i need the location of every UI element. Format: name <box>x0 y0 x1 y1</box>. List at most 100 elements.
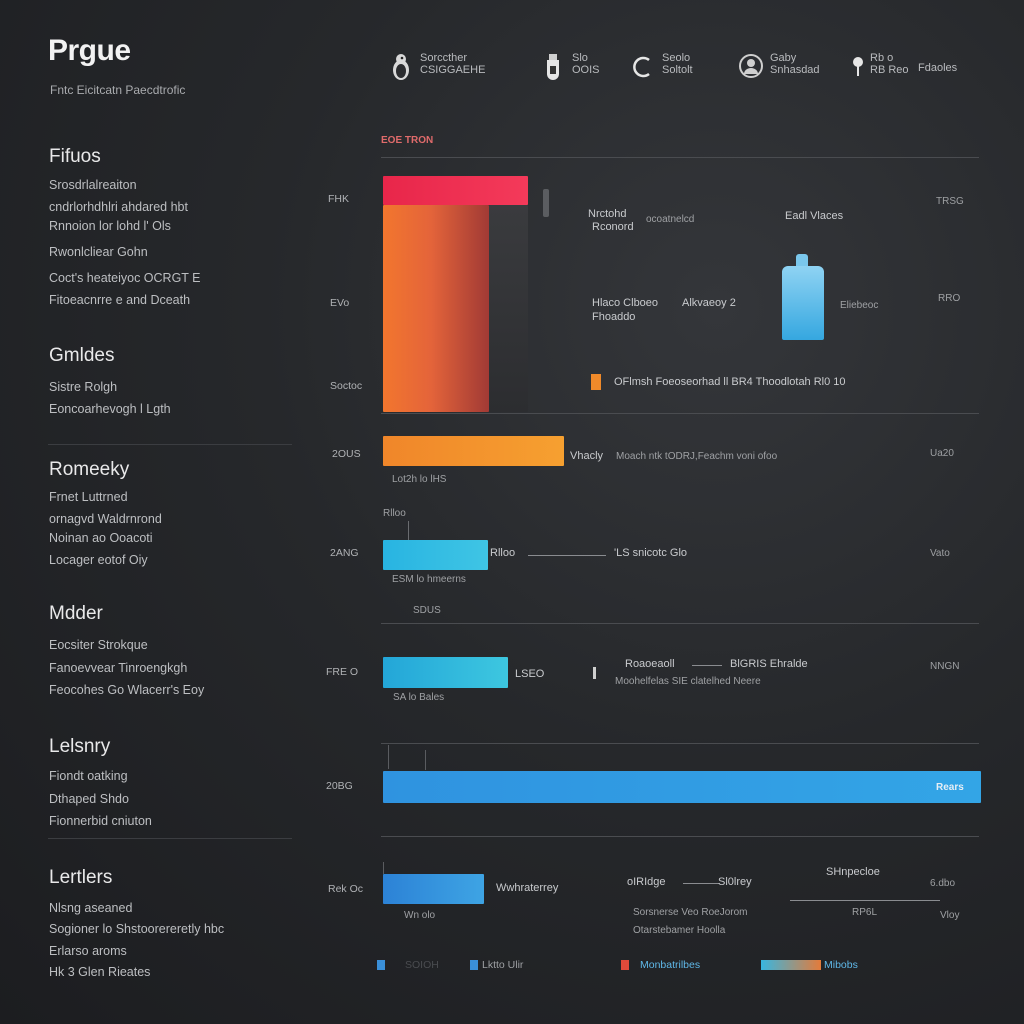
header-item-4[interactable]: Rb o RB Reo <box>850 52 909 92</box>
sidebar-item[interactable]: Sogioner lo Shstoorereretly hbc <box>49 922 225 936</box>
header-item-2[interactable]: Seolo Soltolt <box>630 52 693 92</box>
sidebar-item[interactable]: Feocohes Go Wlacerr's Eoy <box>49 683 205 697</box>
bottle-shape <box>782 266 824 340</box>
sidebar-section-heading[interactable]: Lelsnry <box>49 736 111 757</box>
bar-3[interactable] <box>383 540 488 570</box>
tick-line <box>383 862 384 874</box>
pin-icon <box>850 52 866 82</box>
y-tick-label: 2OUS <box>332 448 361 460</box>
sidebar-divider <box>48 444 292 445</box>
annotation: RP6L <box>852 907 878 918</box>
annotation: Otarstebamer Hoolla <box>633 925 726 936</box>
annotation: Wn olo <box>404 910 436 921</box>
sidebar-item[interactable]: Erlarso aroms <box>49 944 127 958</box>
y-tick-label: 2ANG <box>330 547 359 559</box>
sidebar-section-heading[interactable]: Mdder <box>49 603 103 624</box>
legend-label: Lktto Ulir <box>482 959 524 971</box>
sidebar-item[interactable]: Frnet Luttrned <box>49 490 128 504</box>
sidebar-item[interactable]: Noinan ao Ooacoti <box>49 531 153 545</box>
legend-swatch <box>621 960 629 970</box>
right-value: 6.dbo <box>930 878 956 889</box>
sidebar-item[interactable]: Nlsng aseaned <box>49 901 133 915</box>
annotation: Lot2h lo lHS <box>392 474 447 485</box>
tick-line <box>408 521 409 541</box>
bar-segment-main[interactable] <box>383 205 489 412</box>
bar-6[interactable] <box>383 874 484 904</box>
sidebar-item[interactable]: Fanoevvear Tinroengkgh <box>49 661 188 675</box>
annotation: OFlmsh Foeoseorhad ll BR4 Thoodlotah Rl0… <box>614 376 846 388</box>
right-value: Vato <box>930 548 950 559</box>
app-title: Prgue <box>48 34 131 67</box>
sidebar-section-heading[interactable]: Lertlers <box>49 867 113 888</box>
annotation: Moohelfelas SIE clatelhed Neere <box>615 676 761 687</box>
header-item-1[interactable]: Slo OOIS <box>540 52 600 92</box>
annotation: Vloy <box>940 910 960 921</box>
annotation: SHnpecloe <box>826 866 880 878</box>
sidebar-item[interactable]: Fionnerbid cniuton <box>49 814 152 828</box>
user-icon <box>738 52 764 82</box>
penguin-icon <box>388 52 414 82</box>
bar-2[interactable] <box>383 436 564 466</box>
annotation: SDUS <box>413 605 441 616</box>
sidebar-item[interactable]: Hk 3 Glen Rieates <box>49 965 151 979</box>
sidebar-item[interactable]: Dthaped Shdo <box>49 792 129 806</box>
marker-small <box>593 667 596 679</box>
sidebar-item[interactable]: Srosdrlalreaiton <box>49 178 137 192</box>
legend-swatch <box>377 960 385 970</box>
annotation: Nrctohd <box>588 208 627 220</box>
legend-marker-orange <box>591 374 601 390</box>
y-tick-label: 20BG <box>326 780 353 792</box>
legend-swatch <box>470 960 478 970</box>
annotation: ESM lo hmeerns <box>392 574 466 585</box>
sidebar-item[interactable]: Eocsiter Strokque <box>49 638 148 652</box>
grid-line <box>381 157 979 158</box>
bottle-cap-shape <box>796 254 808 268</box>
header-item-3[interactable]: Gaby Snhasdad <box>738 52 820 92</box>
annotation: Roaoeaoll <box>625 658 675 670</box>
annotation: Fhoaddo <box>592 311 636 323</box>
sidebar-divider <box>48 838 292 839</box>
refresh-icon <box>630 52 656 82</box>
annotation: Moach ntk tODRJ,Feachm voni ofoo <box>616 451 778 462</box>
sidebar-section-heading[interactable]: Fifuos <box>49 146 101 167</box>
annotation: Eadl Vlaces <box>785 210 844 222</box>
bar-4[interactable] <box>383 657 508 688</box>
sidebar-item[interactable]: Sistre Rolgh <box>49 380 118 394</box>
annotation: Vhacly <box>570 450 604 462</box>
tick-line <box>388 745 389 769</box>
sidebar-section-heading[interactable]: Gmldes <box>49 345 115 366</box>
header-item-5[interactable]: Fdaoles <box>918 62 958 74</box>
annotation: Alkvaeoy 2 <box>682 297 736 309</box>
sidebar-item[interactable]: Eoncoarhevogh l Lgth <box>49 402 171 416</box>
grid-line <box>381 836 979 837</box>
connector-line <box>790 900 940 901</box>
y-tick-label: Soctoc <box>330 380 363 392</box>
annotation: oIRIdge <box>627 876 666 888</box>
right-value: Ua20 <box>930 448 954 459</box>
sidebar-item[interactable]: Coct's heateiyoc OCRGT E <box>49 271 201 285</box>
sidebar-item[interactable]: Fiondt oatking <box>49 769 128 783</box>
annotation: LSEO <box>515 668 545 680</box>
connector-line <box>683 883 719 884</box>
legend-swatch <box>761 960 821 970</box>
sidebar-item[interactable]: Locager eotof Oiy <box>49 553 148 567</box>
y-tick-label: FHK <box>328 193 349 205</box>
annotation: Hlaco Clboeo <box>592 297 659 309</box>
annotation: 'LS snicotc Glo <box>614 547 688 559</box>
sidebar-section-heading[interactable]: Romeeky <box>49 459 130 480</box>
annotation: SA lo Bales <box>393 692 445 703</box>
sidebar-item[interactable]: Rwonlcliear Gohn <box>49 245 148 259</box>
sidebar-item[interactable]: Rnnoion lor lohd l' Ols <box>49 219 171 233</box>
tick-line <box>425 750 426 770</box>
header-item-0[interactable]: Sorccther CSIGGAEHE <box>388 52 485 92</box>
y-tick-label: FRE O <box>326 666 359 678</box>
sidebar-item[interactable]: cndrlorhdhlri ahdared hbt <box>49 200 188 214</box>
grid-line <box>381 743 979 744</box>
bar-5[interactable] <box>383 771 981 803</box>
bar-segment-top[interactable] <box>383 176 528 205</box>
legend-label: Monbatrilbes <box>640 959 701 971</box>
sidebar-item[interactable]: ornagvd Waldrnrond <box>49 512 162 526</box>
app-subtitle: Fntc Eicitcatn Paecdtrofic <box>50 83 186 97</box>
sidebar-item[interactable]: Fitoeacnrre e and Dceath <box>49 293 191 307</box>
marker-small <box>543 189 549 217</box>
